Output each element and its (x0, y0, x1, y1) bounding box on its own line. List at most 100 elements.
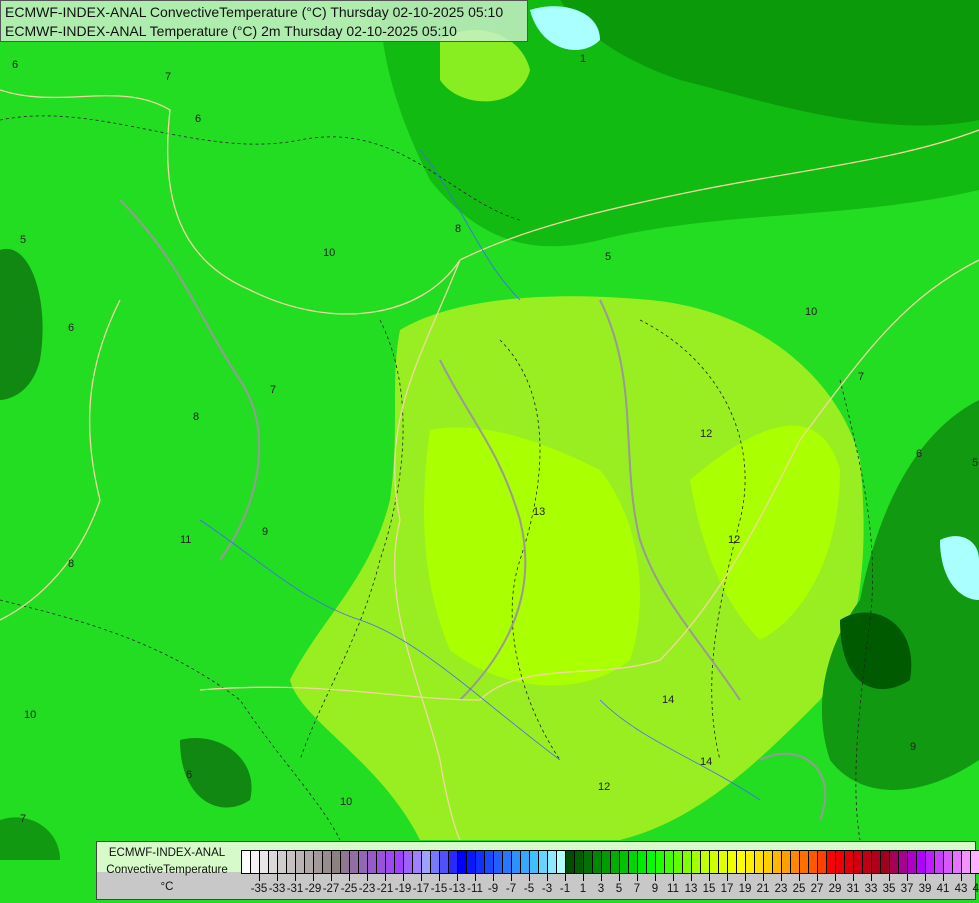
contour-label: 9 (910, 741, 916, 753)
colorbar-swatch (827, 851, 836, 873)
colorbar-swatch (809, 851, 818, 873)
colorbar-swatch (926, 851, 935, 873)
colorbar-tick (295, 873, 296, 881)
colorbar-swatch (539, 851, 548, 873)
contour-label: 8 (193, 411, 199, 423)
colorbar-swatch (323, 851, 332, 873)
contour-label: 8 (68, 558, 74, 570)
colorbar-tick-label: -9 (487, 883, 499, 895)
colorbar-tick-label: -7 (505, 883, 517, 895)
colorbar-tick-label: 17 (720, 883, 734, 895)
colorbar-tick (907, 873, 908, 881)
colorbar-swatch (242, 851, 251, 873)
colorbar-swatch (629, 851, 638, 873)
colorbar-tick (943, 873, 944, 881)
colorbar-swatch (494, 851, 503, 873)
colorbar-swatch (692, 851, 701, 873)
colorbar-swatch (647, 851, 656, 873)
colorbar (241, 850, 979, 874)
colorbar-tick (925, 873, 926, 881)
contour-label: 6 (68, 322, 74, 334)
colorbar-tick (871, 873, 872, 881)
colorbar-tick-label: 15 (702, 883, 716, 895)
colorbar-swatch (260, 851, 269, 873)
colorbar-swatch (908, 851, 917, 873)
colorbar-swatch (602, 851, 611, 873)
convective-contours (119, 199, 827, 821)
colorbar-tick (547, 873, 548, 881)
colorbar-tick (727, 873, 728, 881)
contour-label: 11 (180, 534, 191, 546)
colorbar-swatch (287, 851, 296, 873)
colorbar-swatch (467, 851, 476, 873)
colorbar-tick (961, 873, 962, 881)
contour-label: 12 (728, 534, 740, 546)
colorbar-tick (493, 873, 494, 881)
colorbar-swatch (251, 851, 260, 873)
colorbar-swatch (557, 851, 566, 873)
colorbar-swatch (413, 851, 422, 873)
colorbar-tick (421, 873, 422, 881)
colorbar-swatch (710, 851, 719, 873)
contour-label: 10 (340, 796, 352, 808)
colorbar-tick-label: 5 (615, 883, 623, 895)
contour-label: 5 (20, 234, 26, 246)
colorbar-swatch (368, 851, 377, 873)
colorbar-swatch (791, 851, 800, 873)
color-legend: ECMWF-INDEX-ANAL ConvectiveTemperature °… (96, 841, 979, 903)
contour-label: 14 (700, 756, 712, 768)
colorbar-swatch (296, 851, 305, 873)
colorbar-tick-label: -17 (412, 883, 430, 895)
title-2m-temperature: ECMWF-INDEX-ANAL Temperature (°C) 2m Thu… (5, 23, 457, 39)
colorbar-tick (277, 873, 278, 881)
colorbar-swatch (836, 851, 845, 873)
colorbar-swatch (818, 851, 827, 873)
colorbar-tick (583, 873, 584, 881)
colorbar-swatch (971, 851, 979, 873)
colorbar-tick (259, 873, 260, 881)
colorbar-swatch (404, 851, 413, 873)
colorbar-swatch (503, 851, 512, 873)
colorbar-tick (637, 873, 638, 881)
colorbar-swatch (422, 851, 431, 873)
colorbar-swatch (656, 851, 665, 873)
colorbar-tick-label: 11 (667, 883, 679, 895)
colorbar-tick-label: -27 (322, 883, 340, 895)
contour-label: 7 (20, 813, 26, 825)
contour-label: 6 (186, 769, 192, 781)
contour-label: 7 (165, 71, 171, 83)
colorbar-tick-label: 31 (846, 883, 860, 895)
colorbar-tick (511, 873, 512, 881)
colorbar-tick (691, 873, 692, 881)
contour-label: 10 (24, 709, 36, 721)
colorbar-swatch (944, 851, 953, 873)
contour-labels: 6 7 6 5 6 8 10 8 5 10 7 9 12 13 12 14 14 12 10 11 7 8 6 5 6 10 7 9 1 (12, 53, 978, 825)
colorbar-swatch (899, 851, 908, 873)
colorbar-tick (313, 873, 314, 881)
colorbar-tick-label: 3 (597, 883, 605, 895)
contour-label: 7 (858, 371, 864, 383)
colorbar-swatch (395, 851, 404, 873)
colorbar-tick (763, 873, 764, 881)
colorbar-swatch (854, 851, 863, 873)
colorbar-ticks: -35 -33 -31 -29 -27 -25 -23 -21 -19 -17 -15 -13 -11-… (241, 873, 979, 903)
colorbar-swatch (737, 851, 746, 873)
colorbar-swatch (386, 851, 395, 873)
colorbar-swatch (845, 851, 854, 873)
colorbar-tick (781, 873, 782, 881)
colorbar-tick (709, 873, 710, 881)
colorbar-tick-label: 33 (864, 883, 878, 895)
colorbar-swatch (890, 851, 899, 873)
colorbar-tick (853, 873, 854, 881)
colorbar-swatch (746, 851, 755, 873)
title-convective-temperature: ECMWF-INDEX-ANAL ConvectiveTemperature (… (5, 4, 504, 20)
colorbar-swatch (953, 851, 962, 873)
country-borders (0, 89, 979, 841)
contour-label: 1 (580, 53, 586, 65)
colorbar-tick-label: 13 (684, 883, 698, 895)
colorbar-swatch (341, 851, 350, 873)
colorbar-swatch (431, 851, 440, 873)
colorbar-tick (565, 873, 566, 881)
rivers (199, 149, 761, 801)
